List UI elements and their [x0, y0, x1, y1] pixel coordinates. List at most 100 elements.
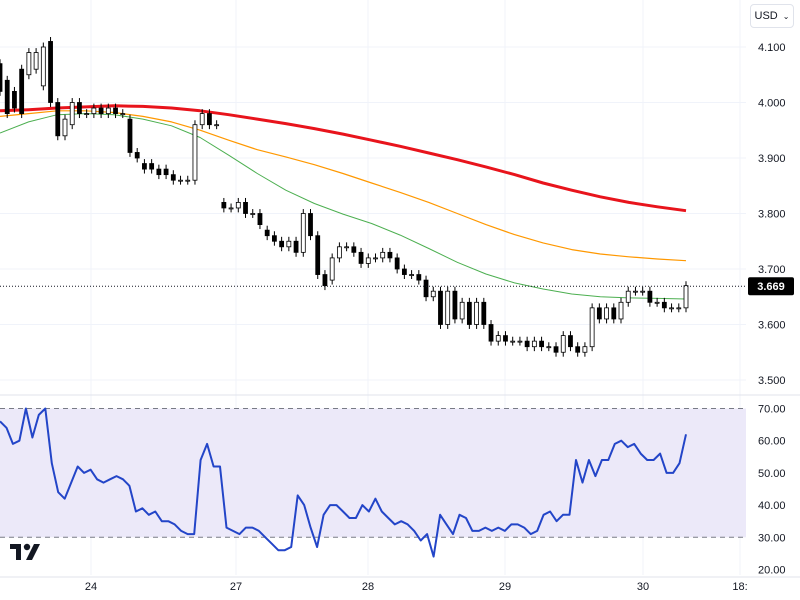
- candle-body: [26, 52, 32, 76]
- candle-body: [48, 41, 53, 103]
- candle-body: [618, 301, 624, 320]
- candle-body: [503, 335, 508, 342]
- candle-body: [163, 168, 169, 176]
- candle-body: [235, 201, 241, 209]
- candle: [474, 297, 479, 329]
- candle-body: [430, 290, 436, 298]
- candle-body: [344, 246, 350, 249]
- date-axis-tick: 18:: [732, 581, 747, 593]
- candle-body: [243, 201, 248, 214]
- candle: [322, 270, 328, 291]
- candle-body: [654, 301, 660, 304]
- moving-average-line-ma_fast: [0, 113, 687, 300]
- candle-body: [589, 307, 595, 348]
- candle-body: [329, 257, 335, 281]
- candle-body: [149, 163, 155, 170]
- candle: [250, 209, 256, 218]
- candle-body: [98, 107, 104, 115]
- rsi-axis-tick: 40.00: [758, 500, 786, 512]
- rsi-band: [0, 408, 746, 538]
- candle-body: [676, 307, 682, 310]
- candle: [380, 247, 386, 263]
- candle-body: [199, 113, 205, 126]
- candle: [149, 159, 155, 174]
- candle-body: [134, 152, 140, 159]
- candle-body: [380, 251, 386, 259]
- candle-body: [401, 268, 407, 275]
- candle: [228, 203, 234, 213]
- candle-body: [351, 246, 357, 253]
- candle: [4, 75, 10, 119]
- candle: [647, 286, 653, 307]
- candle-body: [510, 340, 516, 343]
- candle: [199, 109, 205, 130]
- candle-body: [575, 346, 581, 353]
- candlestick-layer: [0, 37, 689, 357]
- candle: [351, 242, 357, 257]
- rsi-axis-tick: 70.00: [758, 404, 786, 416]
- axis-layer: 3.500 3.600 3.700 3.800 3.900 4.000 4.100 24 27 2…: [0, 42, 794, 593]
- candle-body: [214, 124, 220, 127]
- candle: [221, 197, 227, 213]
- candle: [113, 103, 118, 119]
- candle-body: [0, 63, 3, 92]
- candle: [517, 336, 523, 346]
- candle-body: [539, 340, 544, 348]
- candle-body: [40, 46, 46, 87]
- candle-body: [394, 257, 400, 270]
- candle: [120, 109, 126, 119]
- candle: [589, 303, 595, 352]
- candle-body: [683, 285, 689, 309]
- price-axis-tick: 3.800: [758, 209, 786, 221]
- candle: [156, 164, 162, 180]
- candle: [279, 236, 285, 252]
- candle-body: [84, 113, 90, 115]
- candle: [134, 148, 140, 163]
- candle: [48, 37, 53, 107]
- candle-body: [77, 102, 82, 115]
- candle: [560, 331, 566, 357]
- candle-body: [178, 179, 183, 182]
- candle-body: [488, 324, 494, 342]
- candle: [344, 242, 350, 252]
- candle: [98, 103, 104, 119]
- last-price-tag: [748, 277, 794, 296]
- candle: [423, 275, 429, 302]
- candle-body: [113, 107, 118, 115]
- candle-body: [373, 257, 378, 260]
- candle-body: [127, 118, 133, 153]
- currency-label: USD: [754, 10, 778, 22]
- candle: [286, 236, 292, 252]
- candle-body: [33, 52, 39, 70]
- candle-body: [91, 107, 97, 115]
- candle: [62, 114, 68, 141]
- rsi-axis-tick: 20.00: [758, 565, 786, 577]
- candle-body: [279, 240, 285, 248]
- candle: [495, 331, 501, 346]
- candle: [596, 303, 602, 324]
- candle-body: [4, 79, 10, 115]
- candle-body: [185, 179, 191, 182]
- candle: [271, 231, 277, 246]
- candle: [430, 286, 436, 302]
- candle-body: [105, 107, 111, 115]
- candle: [445, 286, 451, 329]
- candle-body: [19, 68, 25, 114]
- candle: [409, 270, 415, 279]
- candle: [358, 247, 364, 268]
- candle: [243, 197, 248, 218]
- candle: [575, 342, 581, 357]
- candle: [633, 286, 638, 296]
- candle-body: [315, 235, 321, 275]
- candle-body: [257, 213, 263, 226]
- price-axis-tick: 4.000: [758, 98, 786, 110]
- date-axis-tick: 29: [499, 581, 511, 593]
- candle-body: [69, 102, 75, 126]
- candle-body: [156, 168, 162, 176]
- candle: [510, 336, 516, 346]
- candle-body: [55, 102, 61, 137]
- candle-body: [170, 174, 176, 181]
- candle-body: [625, 290, 631, 303]
- currency-selector-button[interactable]: USD ⌄: [750, 4, 794, 28]
- candle: [683, 281, 689, 313]
